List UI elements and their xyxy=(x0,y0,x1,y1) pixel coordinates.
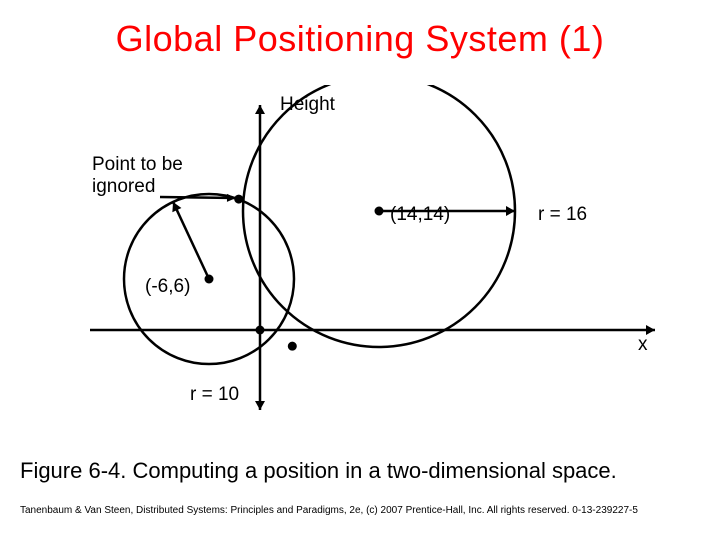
copyright-footer: Tanenbaum & Van Steen, Distributed Syste… xyxy=(20,505,700,516)
figure-caption: Figure 6-4. Computing a position in a tw… xyxy=(20,458,700,484)
svg-text:(-6,6): (-6,6) xyxy=(145,276,190,297)
svg-text:x: x xyxy=(638,334,648,355)
svg-text:(14,14): (14,14) xyxy=(390,204,450,225)
svg-text:ignored: ignored xyxy=(92,176,155,197)
svg-text:Point to be: Point to be xyxy=(92,154,183,175)
gps-diagram: Height x Point to beignored (-6,6) (14,14) r … xyxy=(60,85,660,425)
svg-text:Height: Height xyxy=(280,94,336,115)
svg-text:r = 16: r = 16 xyxy=(538,204,587,225)
slide-title: Global Positioning System (1) xyxy=(0,18,720,60)
svg-text:r = 10: r = 10 xyxy=(190,384,239,405)
